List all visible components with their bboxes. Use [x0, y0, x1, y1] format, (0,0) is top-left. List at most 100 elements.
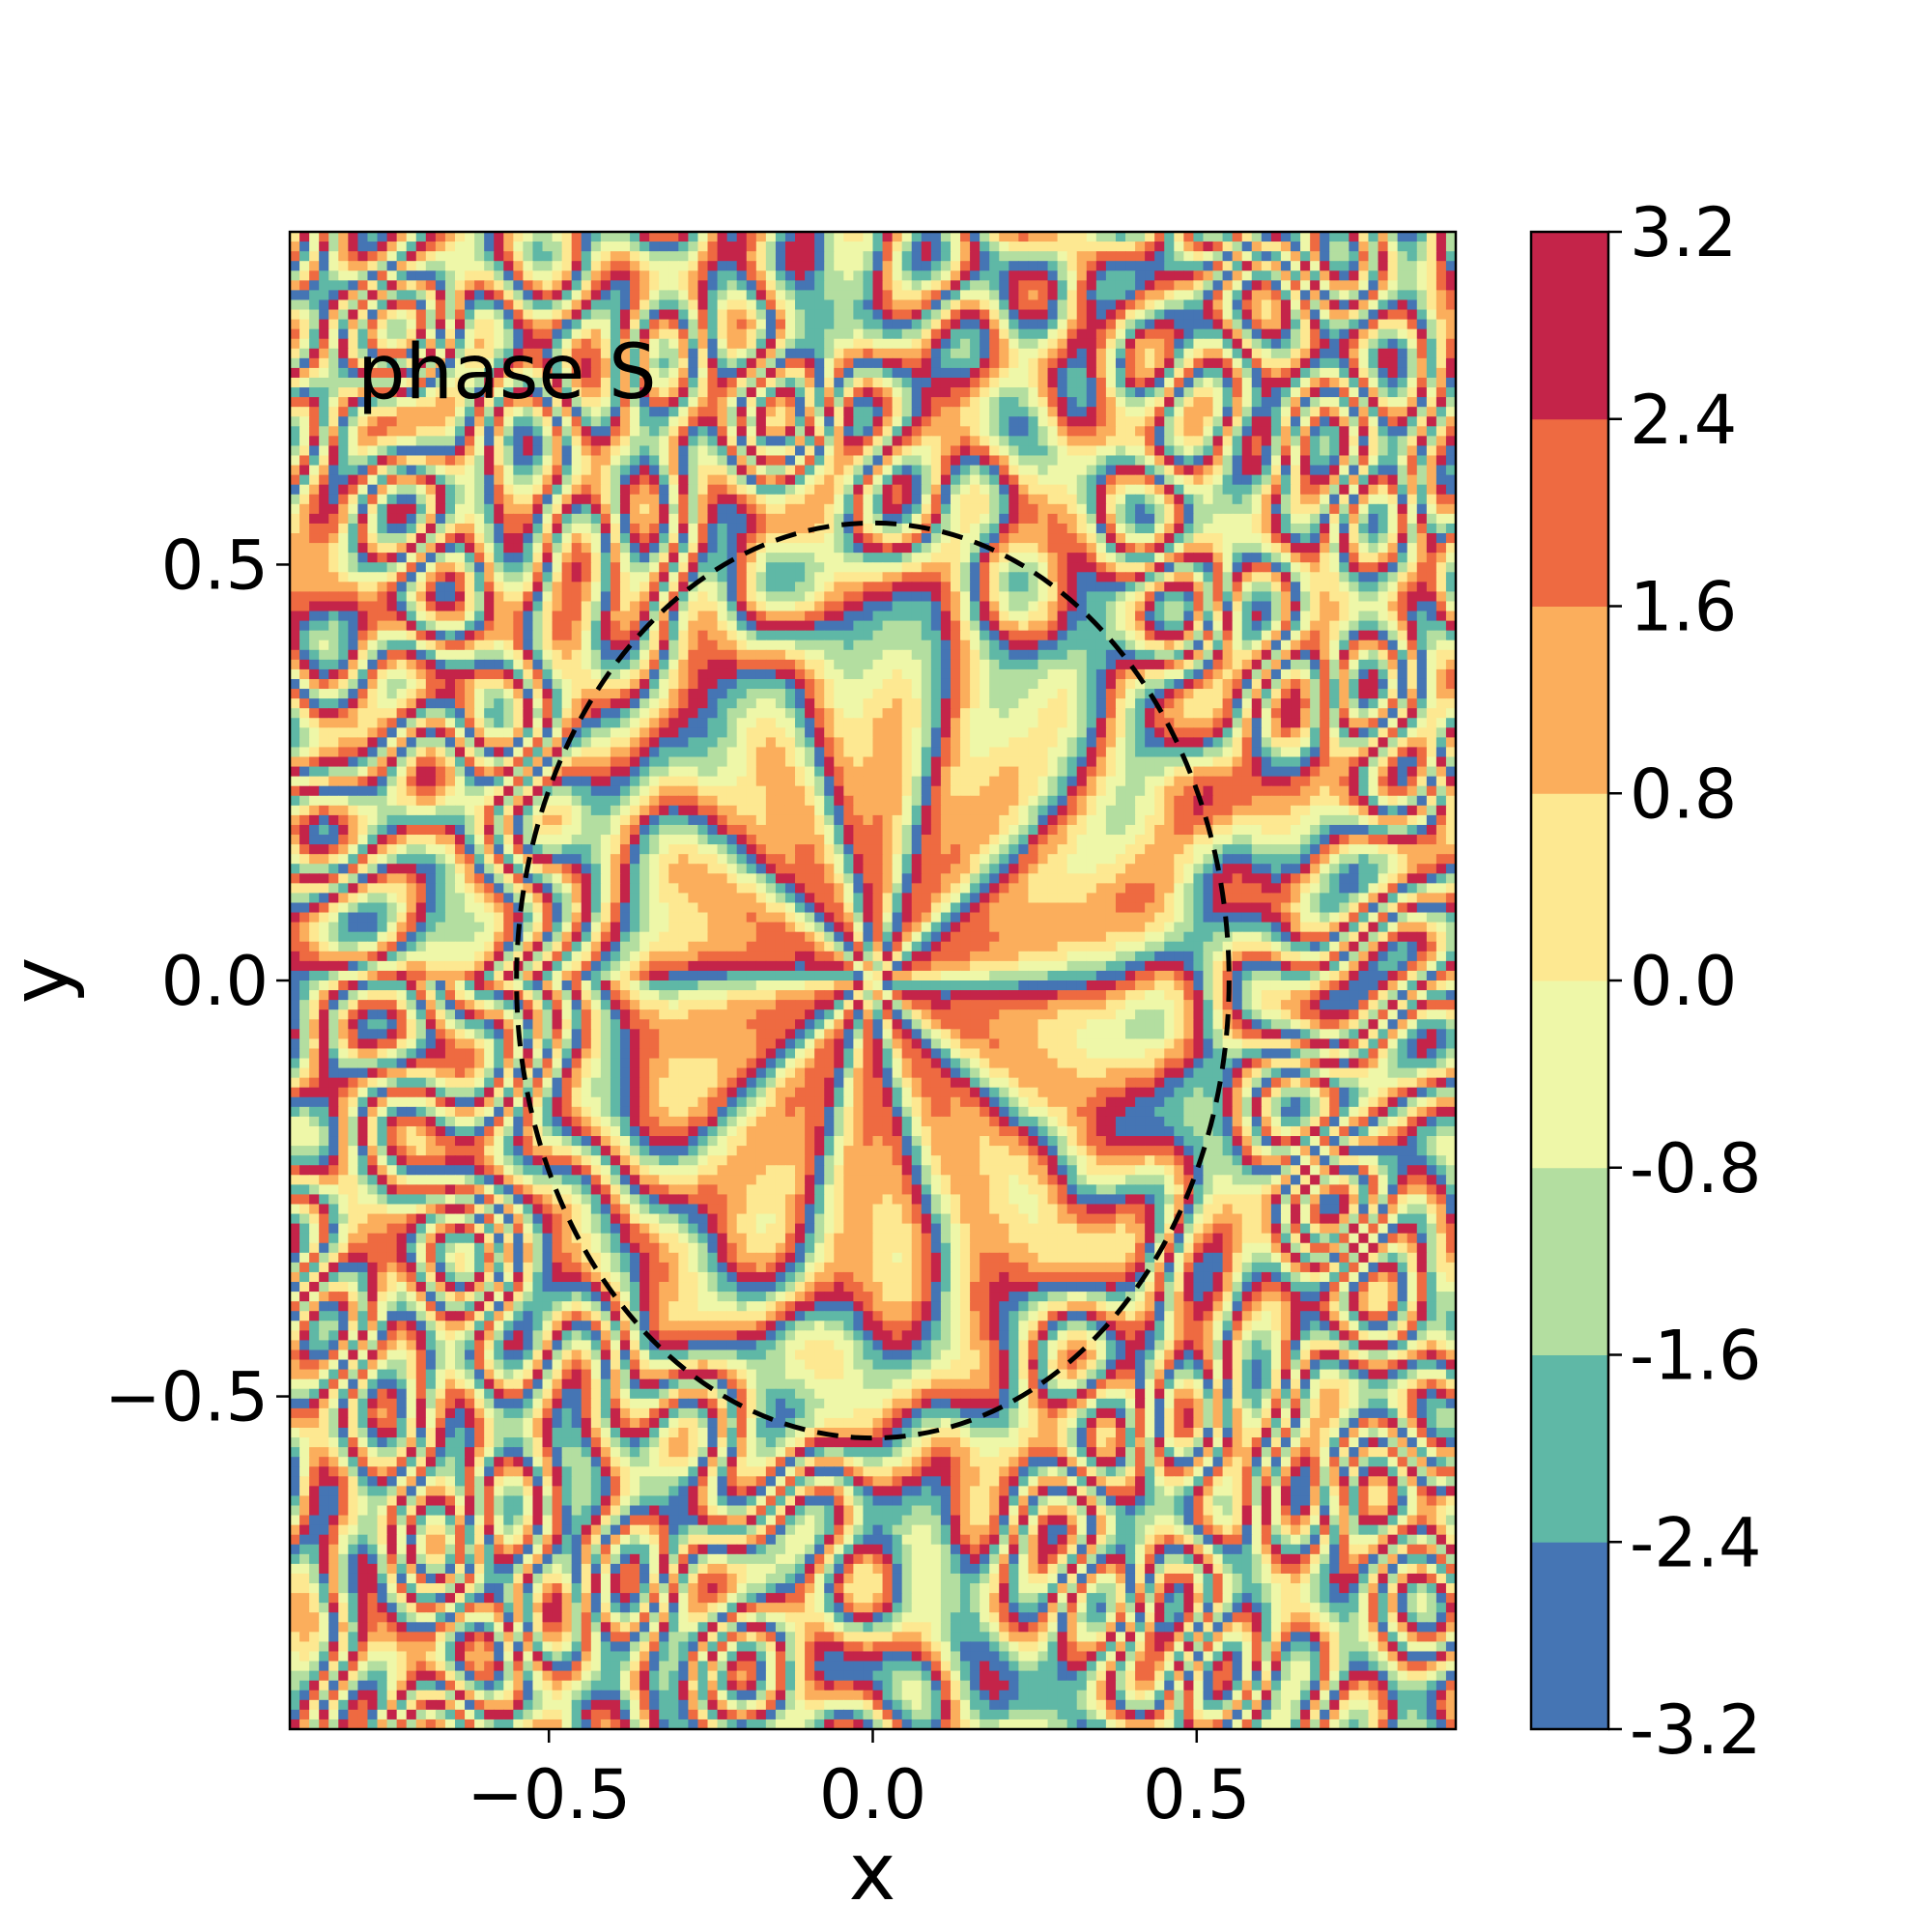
field-cell [1125, 572, 1136, 582]
field-cell [726, 338, 738, 350]
field-cell [571, 562, 582, 573]
field-cell [1164, 484, 1175, 496]
field-cell [406, 611, 417, 622]
field-cell [1193, 348, 1205, 359]
field-cell [494, 232, 504, 242]
field-cell [1435, 299, 1447, 311]
field-cell [1212, 232, 1224, 242]
field-cell [396, 533, 408, 544]
field-cell [1270, 465, 1282, 476]
field-cell [1105, 242, 1117, 252]
field-cell [805, 416, 815, 427]
field-cell [950, 455, 961, 467]
field-cell [1406, 319, 1418, 330]
field-cell [1300, 338, 1311, 350]
field-cell [872, 397, 884, 408]
field-cell [1280, 494, 1292, 505]
field-cell [513, 348, 524, 359]
field-cell [1241, 533, 1253, 544]
field-cell [970, 455, 980, 467]
field-cell [290, 338, 300, 350]
field-cell [872, 242, 884, 252]
field-cell [1270, 513, 1282, 525]
field-cell [1241, 445, 1253, 457]
field-cell [513, 290, 524, 301]
field-cell [367, 484, 379, 496]
field-cell [1145, 319, 1155, 330]
field-cell [484, 309, 495, 321]
field-cell [1232, 407, 1243, 417]
field-cell [338, 543, 349, 554]
field-cell [688, 367, 699, 379]
field-cell [1193, 367, 1205, 379]
field-cell [619, 445, 631, 457]
field-cell [824, 630, 835, 641]
field-cell [775, 338, 786, 350]
field-cell [1203, 290, 1214, 301]
field-cell [1125, 494, 1136, 505]
field-cell [561, 582, 573, 592]
field-cell [765, 484, 777, 496]
field-cell [1445, 445, 1456, 457]
field-cell [795, 387, 806, 398]
field-cell [834, 591, 844, 603]
field-cell [1426, 377, 1437, 388]
field-cell [1145, 582, 1155, 592]
field-cell [1212, 553, 1224, 563]
field-cell [1416, 503, 1428, 515]
field-cell [299, 436, 310, 447]
field-cell [454, 630, 466, 641]
field-cell [581, 465, 592, 476]
field-cell [824, 397, 835, 408]
field-cell [940, 474, 952, 486]
field-cell [746, 503, 757, 515]
field-cell [726, 503, 738, 515]
field-cell [503, 562, 514, 573]
field-cell [357, 397, 369, 408]
field-cell [630, 582, 640, 592]
field-cell [980, 455, 990, 467]
field-cell [494, 270, 504, 281]
field-cell [367, 280, 379, 291]
field-cell [1174, 407, 1184, 417]
field-cell [1300, 416, 1311, 427]
field-cell [1426, 261, 1437, 271]
field-cell [1349, 397, 1360, 408]
field-cell [1037, 513, 1049, 525]
field-cell [1387, 338, 1399, 350]
field-cell [1135, 523, 1146, 534]
field-cell [843, 553, 854, 563]
field-cell [386, 397, 398, 408]
field-cell [1066, 582, 1078, 592]
field-cell [406, 445, 417, 457]
field-cell [552, 513, 563, 525]
field-cell [630, 261, 640, 271]
field-cell [610, 465, 621, 476]
field-cell [892, 484, 903, 496]
field-cell [523, 232, 534, 242]
field-cell [503, 270, 514, 281]
field-cell [824, 367, 835, 379]
field-cell [484, 533, 495, 544]
contour-plot-area: phase S [288, 230, 1458, 1731]
field-cell [1358, 377, 1370, 388]
field-cell [299, 338, 310, 350]
field-cell [338, 513, 349, 525]
field-cell [1397, 299, 1408, 311]
field-cell [746, 562, 757, 573]
field-cell [980, 484, 990, 496]
field-cell [1095, 242, 1107, 252]
field-cell [1183, 503, 1195, 515]
field-cell [921, 630, 932, 641]
field-cell [639, 601, 650, 612]
field-cell [911, 582, 923, 592]
field-cell [901, 357, 913, 369]
field-cell [1164, 620, 1175, 632]
field-cell [775, 445, 786, 457]
field-cell [386, 416, 398, 427]
field-cell [503, 251, 514, 262]
field-cell [338, 299, 349, 311]
field-cell [1261, 232, 1272, 242]
field-cell [765, 261, 777, 271]
field-cell [1125, 484, 1136, 496]
